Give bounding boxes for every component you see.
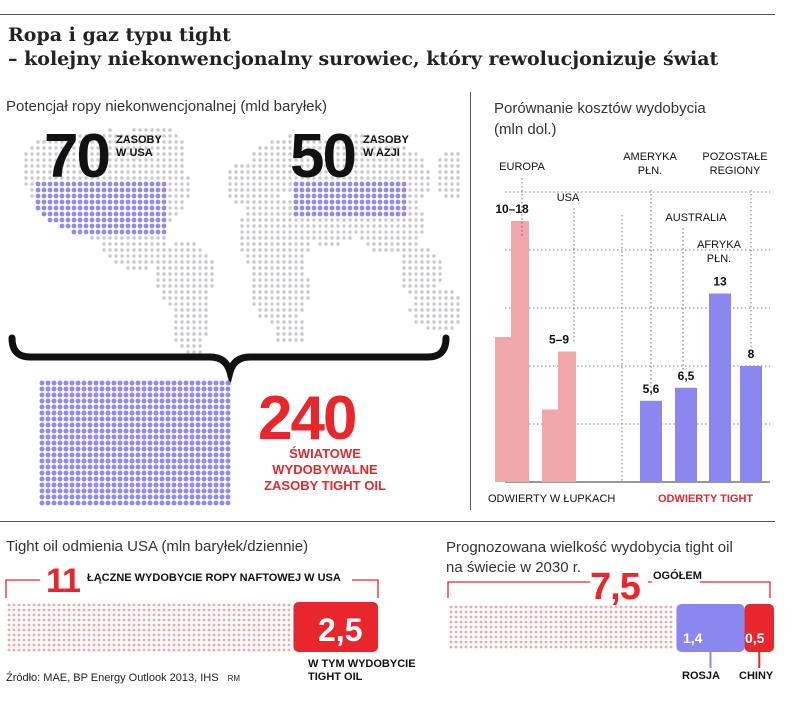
- bar-value-label-1: 5–9: [549, 333, 569, 347]
- us-tight-label-line1: W TYM WYDOBYCIE: [308, 658, 416, 670]
- usa-label-line1: ZASOBY: [116, 134, 162, 146]
- china-value: 0,5: [745, 630, 765, 646]
- world-value: 240: [258, 384, 357, 453]
- bar-0-low: [495, 337, 513, 482]
- bar-4: [709, 293, 731, 482]
- bar-value-label-2: 5,6: [643, 382, 660, 396]
- page-subtitle: – kolejny niekonwencjonalny surowiec, kt…: [8, 48, 719, 70]
- vertical-divider: [470, 92, 471, 510]
- page-title: Ropa i gaz typu tight: [8, 24, 231, 46]
- map-dots: [24, 128, 460, 354]
- forecast-total-value: 7,5: [590, 566, 641, 608]
- us-tight-label: W TYM WYDOBYCIE TIGHT OIL: [308, 658, 416, 684]
- bar-0-high: [511, 221, 529, 482]
- costs-subtitle-line1: Porównanie kosztów wydobycia: [494, 100, 706, 117]
- us-tight-bar: [293, 602, 378, 652]
- asia-value: 50: [290, 122, 357, 191]
- category-label-3: AUSTRALIA: [665, 212, 727, 224]
- us-tight-label-line2: TIGHT OIL: [308, 671, 363, 683]
- world-reserve-dots: [39, 380, 231, 506]
- group-label-tight: ODWIERTY TIGHT: [658, 493, 754, 505]
- us-tight-subtitle: Tight oil odmienia USA (mln baryłek/dzie…: [6, 538, 309, 555]
- china-bar: [744, 604, 774, 652]
- bar-value-label-4: 13: [713, 275, 727, 289]
- potential-subtitle: Potencjał ropy niekonwencjonalnej (mld b…: [6, 98, 327, 115]
- world-label-line3: ZASOBY TIGHT OIL: [264, 478, 386, 493]
- us-total-value: 11: [46, 562, 81, 600]
- source-text: Źródło: MAE, BP Energy Outlook 2013, IHS…: [6, 672, 240, 684]
- russia-label: ROSJA: [682, 670, 720, 682]
- russia-value: 1,4: [683, 630, 703, 646]
- world-label: ŚWIATOWE WYDOBYWALNE ZASOBY TIGHT OIL: [250, 446, 400, 494]
- middle-rule: [0, 521, 775, 522]
- china-label: CHINY: [739, 670, 774, 682]
- usa-label: ZASOBY W USA: [116, 134, 162, 160]
- us-tight-value: 2,5: [318, 612, 363, 648]
- category-label-1: USA: [557, 192, 580, 204]
- bar-1-high: [558, 351, 576, 482]
- forecast-subtitle-line1: Prognozowana wielkość wydobycia tight oi…: [446, 539, 733, 556]
- top-rule: [0, 14, 775, 15]
- russia-bar: [676, 604, 745, 652]
- bar-value-label-3: 6,5: [678, 369, 695, 383]
- us-dot-field: [7, 603, 291, 652]
- bar-3: [675, 387, 697, 482]
- bar-1-low: [542, 409, 560, 482]
- forecast-subtitle-line2: na świecie w 2030 r.: [446, 559, 582, 576]
- forecast-total-bracket: [447, 581, 771, 598]
- author-initials: RM: [227, 674, 241, 683]
- usa-value: 70: [44, 122, 111, 191]
- category-label-4: AFRYKA PŁN.: [697, 239, 741, 265]
- brace: [8, 334, 450, 386]
- bar-value-label-0: 10–18: [495, 202, 529, 216]
- us-total-label: ŁĄCZNE WYDOBYCIE ROPY NAFTOWEJ W USA: [87, 572, 341, 584]
- group-label-shale: ODWIERTY W ŁUPKACH: [488, 493, 616, 505]
- costs-subtitle: Porównanie kosztów wydobycia (mln dol.): [494, 98, 706, 140]
- costs-subtitle-line2: (mln dol.): [494, 121, 557, 138]
- usa-label-line2: W USA: [116, 147, 153, 159]
- category-label-0: EUROPA: [499, 161, 545, 173]
- category-label-2: AMERYKA PŁN.: [623, 151, 677, 177]
- source-label: Źródło: MAE, BP Energy Outlook 2013, IHS: [6, 672, 219, 684]
- world-label-line1: ŚWIATOWE: [289, 446, 361, 461]
- category-label-5: POZOSTAŁE REGIONY: [702, 151, 767, 177]
- bar-5: [740, 366, 762, 482]
- us-total-bracket: [5, 579, 379, 598]
- asia-label-line1: ZASOBY: [363, 134, 409, 146]
- forecast-dot-field: [449, 605, 673, 649]
- forecast-subtitle: Prognozowana wielkość wydobycia tight oi…: [446, 538, 733, 578]
- world-label-line2: WYDOBYWALNE: [272, 462, 378, 477]
- asia-label: ZASOBY W AZJI: [363, 134, 409, 160]
- forecast-total-label: OGÓŁEM: [653, 570, 702, 582]
- asia-label-line2: W AZJI: [363, 147, 400, 159]
- bar-2: [640, 400, 662, 482]
